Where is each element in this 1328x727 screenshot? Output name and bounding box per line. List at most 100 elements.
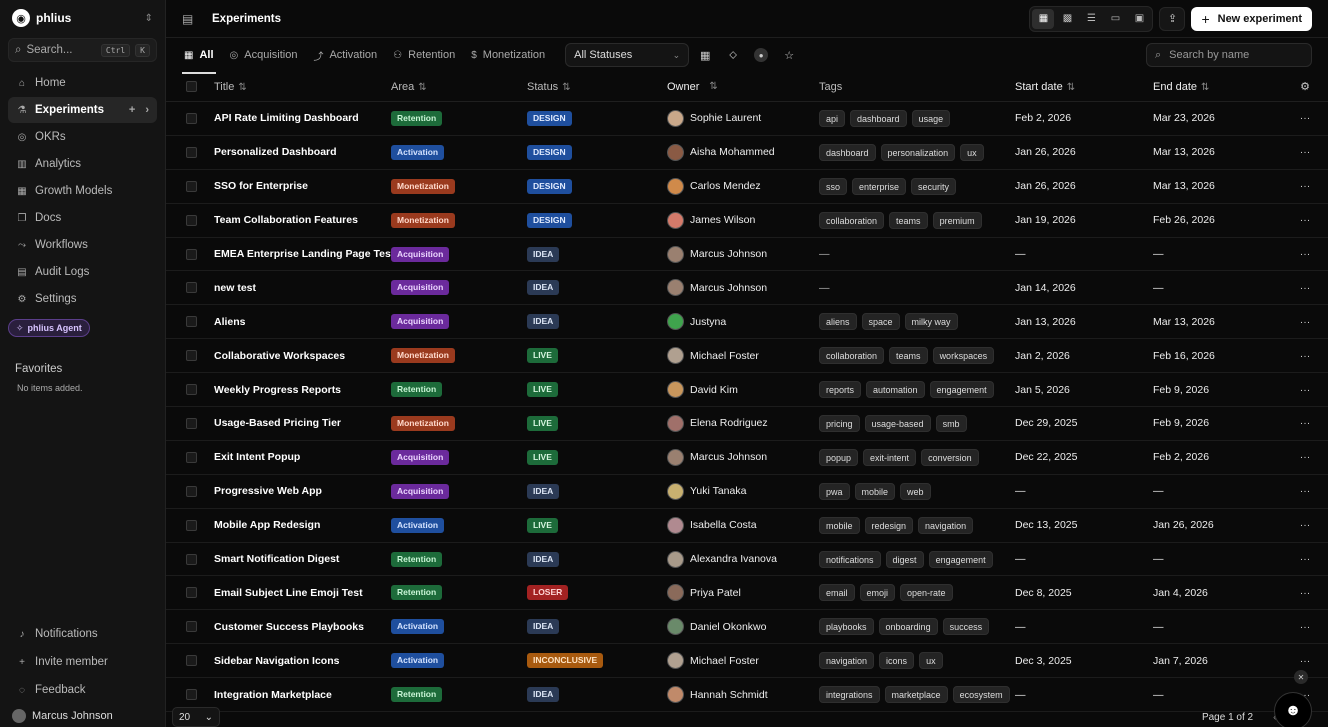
experiment-title[interactable]: Customer Success Playbooks [214,620,364,633]
columns-icon[interactable]: ▦ [699,49,711,62]
sidebar-item-feedback[interactable]: ◌ Feedback [8,677,157,703]
tag-chip[interactable]: integrations [819,686,880,704]
calendar-view-icon[interactable]: ▭ [1110,13,1121,24]
tag-chip[interactable]: pricing [819,414,860,432]
table-row[interactable]: Weekly Progress Reports Retention LIVE Davi… [166,373,1328,408]
table-row[interactable]: Email Subject Line Emoji Test Retention LO… [166,576,1328,611]
more-actions-icon[interactable]: ··· [1299,383,1311,396]
more-actions-icon[interactable]: ··· [1299,485,1311,498]
timeline-view-icon[interactable]: ▣ [1134,13,1145,24]
table-row[interactable]: Collaborative Workspaces Monetization LIVE… [166,339,1328,374]
more-actions-icon[interactable]: ··· [1299,349,1311,362]
more-actions-icon[interactable]: ··· [1299,451,1311,464]
sidebar-item-settings[interactable]: ⚙ Settings [8,286,157,312]
add-experiment-icon[interactable]: + [128,104,136,116]
table-row[interactable]: Sidebar Navigation Icons Activation INCONC… [166,644,1328,679]
experiment-title[interactable]: Email Subject Line Emoji Test [214,586,363,599]
experiment-title[interactable]: Sidebar Navigation Icons [214,654,340,667]
table-row[interactable]: new test Acquisition IDEA Marcus Johnson — Ja… [166,271,1328,306]
table-row[interactable]: Team Collaboration Features Monetization D… [166,204,1328,238]
tag-chip[interactable]: ux [960,143,984,161]
table-row[interactable]: Customer Success Playbooks Activation IDEA… [166,610,1328,645]
col-status[interactable]: Status ⇅ [527,80,571,93]
tag-chip[interactable]: usage-based [864,414,931,432]
tag-chip[interactable]: teams [889,211,928,229]
sidebar-item-notifications[interactable]: ♪ Notifications [8,621,157,647]
experiment-title[interactable]: Usage-Based Pricing Tier [214,417,342,430]
chevron-right-icon[interactable]: › [145,104,149,116]
tab-acquisition[interactable]: ◎ Acquisition [228,38,300,72]
more-actions-icon[interactable]: ··· [1299,586,1311,599]
tag-chip[interactable]: premium [932,211,982,229]
more-actions-icon[interactable]: ··· [1299,519,1311,532]
row-checkbox[interactable] [186,655,197,667]
close-icon[interactable]: ✕ [1294,670,1308,684]
per-page-select[interactable]: 20 ⌄ [172,707,220,727]
more-actions-icon[interactable]: ··· [1299,281,1311,294]
tag-chip[interactable]: aliens [819,313,857,331]
more-actions-icon[interactable]: ··· [1299,248,1311,260]
new-experiment-button[interactable]: + New experiment [1191,6,1312,31]
tag-chip[interactable]: sso [819,177,848,195]
tag-chip[interactable]: ux [919,652,943,670]
more-actions-icon[interactable]: ··· [1299,214,1311,227]
table-view-icon[interactable]: ▦ [1032,8,1055,29]
status-filter-select[interactable]: All Statuses ⌄ [565,43,690,67]
tag-chip[interactable]: navigation [819,652,875,670]
tag-chip[interactable]: emoji [859,584,896,602]
select-all-checkbox[interactable] [186,81,197,92]
tag-chip[interactable]: conversion [921,448,979,466]
tag-chip[interactable]: mobile [854,482,896,500]
tag-chip[interactable]: popup [819,448,859,466]
table-row[interactable]: API Rate Limiting Dashboard Retention DESI… [166,102,1328,136]
search-input[interactable]: ⌕ Search by name [1146,43,1312,67]
row-checkbox[interactable] [186,485,197,497]
tag-chip[interactable]: api [819,109,846,127]
tag-chip[interactable]: web [900,482,931,500]
tag-chip[interactable]: playbooks [819,618,874,636]
sidebar-item-okrs[interactable]: ◎ OKRs [8,124,157,150]
tag-chip[interactable]: teams [889,347,928,365]
row-checkbox[interactable] [186,451,197,463]
row-checkbox[interactable] [186,350,197,362]
more-actions-icon[interactable]: ··· [1299,146,1311,159]
tag-chip[interactable]: pwa [819,482,850,500]
tag-chip[interactable]: digest [885,550,924,568]
row-checkbox[interactable] [186,146,197,158]
tag-chip[interactable]: workspaces [932,347,995,365]
tag-chip[interactable]: security [911,177,957,195]
row-checkbox[interactable] [186,519,197,531]
agent-fab-button[interactable]: ☻ [1274,692,1312,727]
experiment-title[interactable]: Smart Notification Digest [214,553,340,566]
tag-chip[interactable]: ecosystem [952,686,1010,704]
column-settings-icon[interactable]: ⚙ [1300,81,1310,93]
tag-chip[interactable]: email [819,584,855,602]
tag-chip[interactable]: marketplace [884,686,948,704]
more-actions-icon[interactable]: ··· [1299,553,1311,566]
toggle-sidebar-icon[interactable]: ▤ [182,11,194,26]
more-actions-icon[interactable]: ··· [1299,654,1311,667]
tab-retention[interactable]: ⚇ Retention [391,38,457,72]
tag-chip[interactable]: personalization [880,143,956,161]
tag-chip[interactable]: icons [879,652,915,670]
sidebar-item-audit-logs[interactable]: ▤ Audit Logs [8,259,157,285]
sidebar-item-workflows[interactable]: ⤳ Workflows [8,232,157,258]
tag-chip[interactable]: onboarding [878,618,938,636]
user-menu[interactable]: Marcus Johnson [0,705,165,727]
row-checkbox[interactable] [186,553,197,565]
more-actions-icon[interactable]: ··· [1299,180,1311,193]
row-checkbox[interactable] [186,282,197,294]
experiment-title[interactable]: Progressive Web App [214,485,322,498]
tag-chip[interactable]: navigation [918,516,974,534]
row-checkbox[interactable] [186,316,197,328]
col-area[interactable]: Area ⇅ [391,80,427,93]
more-actions-icon[interactable]: ··· [1299,315,1311,328]
table-row[interactable]: Smart Notification Digest Retention IDEA Al… [166,543,1328,577]
sidebar-search[interactable]: ⌕ Search... Ctrl K [8,38,157,62]
experiment-title[interactable]: Integration Marketplace [214,688,332,701]
table-row[interactable]: Integration Marketplace Retention IDEA Hann… [166,678,1328,713]
workspace-switcher[interactable]: ◉ phlius ⇕ [0,0,165,36]
board-view-icon[interactable]: ▩ [1062,13,1073,24]
row-checkbox[interactable] [186,587,197,599]
experiment-title[interactable]: Exit Intent Popup [214,451,301,464]
